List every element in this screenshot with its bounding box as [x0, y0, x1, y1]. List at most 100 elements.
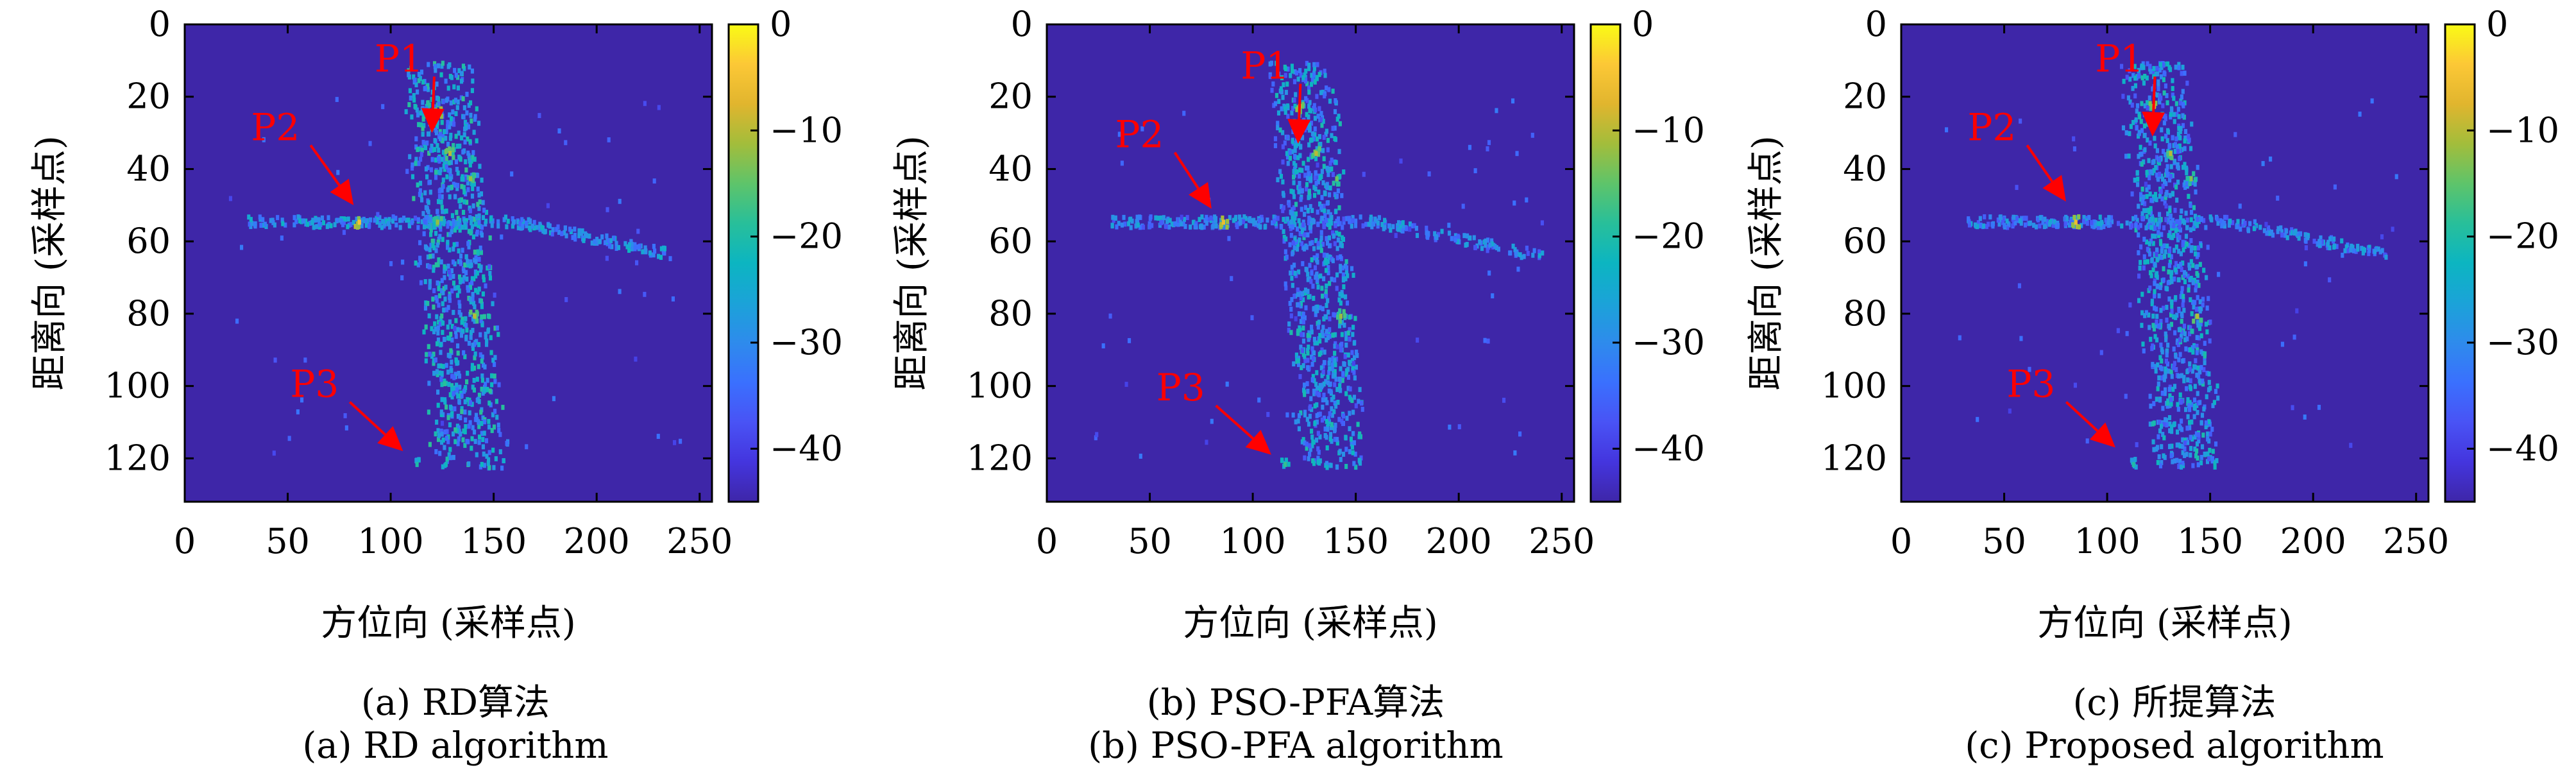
- heatmap-cell: [489, 350, 493, 355]
- heatmap-cell: [1298, 291, 1303, 296]
- heatmap-cell: [1319, 117, 1323, 123]
- heatmap-cell: [459, 332, 464, 338]
- heatmap-cell: [1321, 363, 1325, 369]
- heatmap-cell: [439, 409, 443, 415]
- heatmap-cell: [1314, 275, 1318, 280]
- heatmap-cell: [477, 223, 480, 228]
- annotation-arrow: [2026, 144, 2053, 183]
- heatmap-cell: [1292, 361, 1296, 367]
- heatmap-cell: [2149, 404, 2153, 409]
- heatmap-cell: [1317, 449, 1321, 455]
- colorbar-tick-label: −40: [770, 428, 843, 468]
- heatmap-cell: [2276, 226, 2280, 232]
- heatmap-cell: [457, 300, 461, 305]
- heatmap-cell: [436, 436, 441, 442]
- heatmap-cell: [1322, 203, 1326, 209]
- heatmap-cell: [1334, 98, 1337, 103]
- heatmap-cell: [434, 169, 438, 175]
- heatmap-cell: [1333, 312, 1337, 318]
- heatmap-cell: [1338, 448, 1342, 454]
- heatmap-cell: [2204, 225, 2208, 230]
- heatmap-cell: [475, 318, 479, 324]
- heatmap-cell: [2304, 245, 2308, 251]
- heatmap-cell: [1286, 66, 1290, 72]
- heatmap-cell: [1340, 192, 1344, 198]
- heatmap-cell: [1335, 440, 1339, 446]
- heatmap-cell: [2174, 136, 2178, 142]
- heatmap-cell: [459, 95, 463, 101]
- heatmap-cell: [452, 375, 456, 380]
- heatmap-cell: [556, 224, 560, 230]
- heatmap-cell: [2170, 443, 2174, 449]
- heatmap-cell: [1339, 264, 1343, 269]
- heatmap-cell: [487, 418, 491, 424]
- caption-a-en: (a) RD algorithm: [302, 725, 609, 767]
- heatmap-cell: [1287, 321, 1291, 327]
- heatmap-cell: [439, 377, 443, 382]
- heatmap-cell: [627, 248, 631, 253]
- heatmap-cell: [1211, 224, 1215, 229]
- heatmap-cell: [2181, 443, 2185, 449]
- heatmap-cell: [1179, 221, 1183, 226]
- heatmap-cell: [1276, 125, 1280, 131]
- heatmap-cell: [2326, 244, 2330, 250]
- heatmap-cell: [2343, 248, 2347, 253]
- heatmap-cell: [1315, 370, 1319, 375]
- heatmap-cell: [1189, 224, 1192, 230]
- heatmap-cell: [2195, 343, 2199, 349]
- heatmap-cell: [2159, 255, 2164, 260]
- heatmap-cell: [1308, 122, 1312, 128]
- heatmap-cell: [1334, 160, 1338, 166]
- heatmap-cell: [445, 174, 449, 180]
- heatmap-cell: [454, 334, 458, 339]
- heatmap-cell: [466, 397, 470, 402]
- heatmap-cell: [473, 269, 477, 275]
- heatmap-cell: [1330, 413, 1334, 418]
- heatmap-cell: [445, 436, 449, 441]
- heatmap-cell: [1297, 269, 1301, 275]
- heatmap-cell: [1296, 76, 1300, 82]
- heatmap-cell: [1391, 224, 1395, 230]
- heatmap-cell: [1284, 66, 1287, 72]
- heatmap-cell: [2192, 318, 2196, 324]
- heatmap-cell: [2196, 320, 2199, 325]
- heatmap-cell: [2165, 422, 2169, 428]
- heatmap-cell: [2170, 278, 2174, 284]
- heatmap-cell: [473, 341, 477, 347]
- heatmap-cell: [2158, 62, 2162, 67]
- heatmap-cell: [411, 162, 414, 168]
- heatmap-cell: [1280, 457, 1284, 463]
- heatmap-cell: [1299, 300, 1303, 306]
- heatmap-cell: [2186, 273, 2190, 279]
- heatmap-cell: [2167, 262, 2171, 268]
- heatmap-cell: [1328, 366, 1332, 371]
- heatmap-cell: [1301, 297, 1305, 303]
- heatmap-cell: [2145, 100, 2149, 106]
- heatmap-cell: [2135, 103, 2140, 108]
- heatmap-cell: [455, 105, 459, 110]
- heatmap-cell: [357, 216, 360, 221]
- heatmap-cell: [643, 101, 647, 107]
- heatmap-cell: [476, 249, 480, 255]
- heatmap-cell: [1317, 412, 1321, 418]
- heatmap-cell: [1491, 293, 1495, 299]
- heatmap-cell: [2246, 228, 2250, 234]
- heatmap-cell: [427, 209, 430, 215]
- heatmap-cell: [475, 229, 479, 235]
- heatmap-cell: [2141, 341, 2145, 347]
- heatmap-cell: [1108, 313, 1112, 319]
- heatmap-cell: [1343, 312, 1346, 318]
- heatmap-cell: [437, 101, 441, 107]
- heatmap-cell: [2189, 325, 2192, 330]
- heatmap-cell: [2193, 384, 2197, 389]
- heatmap-cell: [1293, 69, 1297, 74]
- heatmap-cell: [460, 406, 464, 411]
- heatmap-cell: [2139, 244, 2143, 250]
- heatmap-cell: [1334, 332, 1337, 337]
- heatmap-cell: [228, 196, 233, 201]
- heatmap-cell: [443, 275, 446, 280]
- heatmap-cell: [486, 461, 490, 466]
- heatmap-cell: [1320, 330, 1324, 336]
- heatmap-cell: [2349, 247, 2353, 253]
